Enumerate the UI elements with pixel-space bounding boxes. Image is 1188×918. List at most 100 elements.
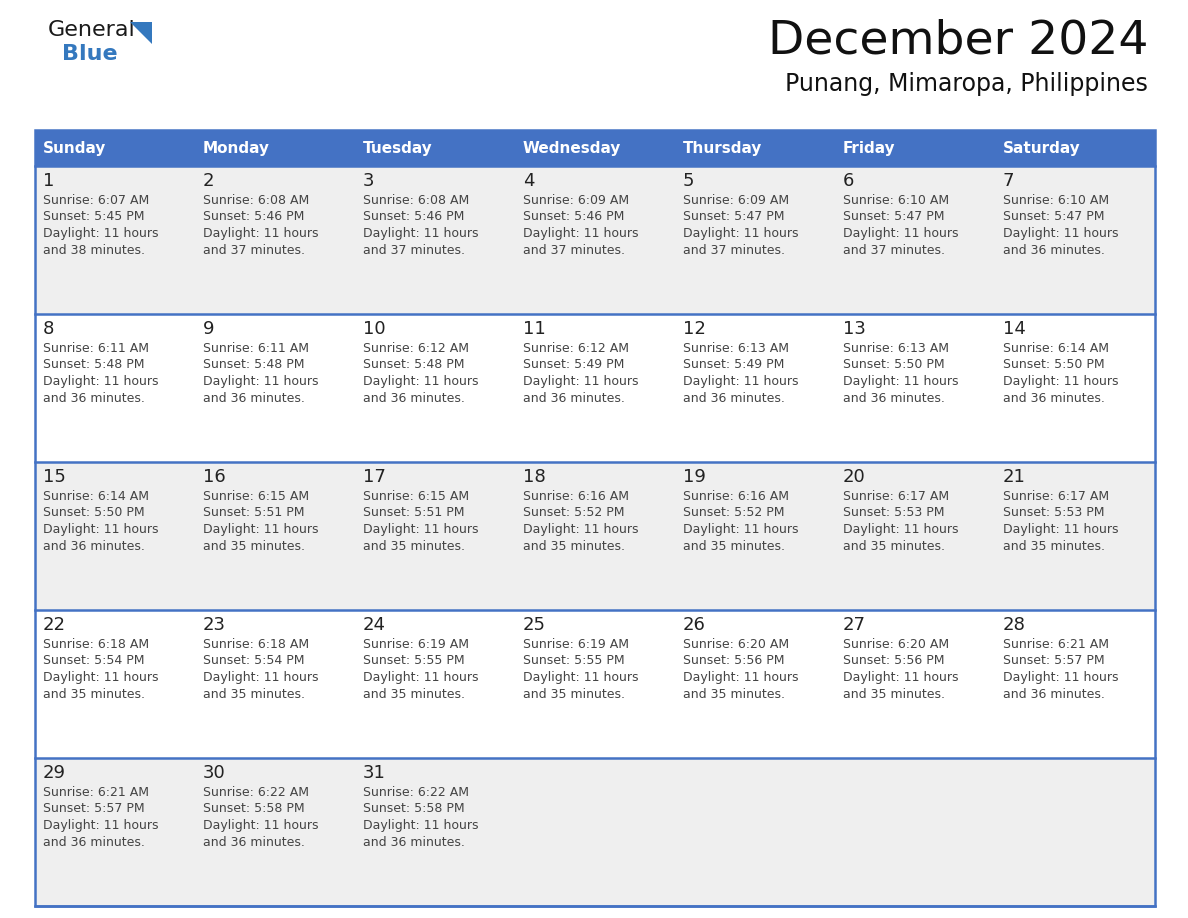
Text: and 35 minutes.: and 35 minutes. (683, 540, 785, 553)
Bar (34, 166, 1155, 314)
Text: and 35 minutes.: and 35 minutes. (523, 540, 625, 553)
Text: Sunset: 5:55 PM: Sunset: 5:55 PM (364, 655, 465, 667)
Text: Sunset: 5:58 PM: Sunset: 5:58 PM (364, 802, 465, 815)
Text: and 35 minutes.: and 35 minutes. (843, 540, 944, 553)
Text: Sunset: 5:57 PM: Sunset: 5:57 PM (43, 802, 145, 815)
Text: 7: 7 (1003, 172, 1015, 190)
Text: Sunset: 5:52 PM: Sunset: 5:52 PM (523, 507, 625, 520)
Text: 10: 10 (364, 320, 386, 338)
Text: 1: 1 (43, 172, 55, 190)
Text: and 37 minutes.: and 37 minutes. (364, 243, 465, 256)
Text: and 37 minutes.: and 37 minutes. (523, 243, 625, 256)
Text: Sunset: 5:45 PM: Sunset: 5:45 PM (43, 210, 145, 223)
Text: Sunset: 5:53 PM: Sunset: 5:53 PM (1003, 507, 1105, 520)
Text: Sunset: 5:49 PM: Sunset: 5:49 PM (683, 359, 784, 372)
Text: Daylight: 11 hours: Daylight: 11 hours (523, 227, 638, 240)
Text: 28: 28 (1003, 616, 1026, 634)
Text: Daylight: 11 hours: Daylight: 11 hours (1003, 523, 1118, 536)
Text: and 36 minutes.: and 36 minutes. (364, 835, 465, 848)
Text: Daylight: 11 hours: Daylight: 11 hours (203, 227, 318, 240)
Text: 12: 12 (683, 320, 706, 338)
Text: 6: 6 (843, 172, 854, 190)
Text: 27: 27 (843, 616, 866, 634)
Text: Saturday: Saturday (1003, 140, 1081, 155)
Text: Sunset: 5:48 PM: Sunset: 5:48 PM (364, 359, 465, 372)
Text: 3: 3 (364, 172, 374, 190)
Text: and 36 minutes.: and 36 minutes. (43, 391, 145, 405)
Text: 11: 11 (523, 320, 545, 338)
Text: Daylight: 11 hours: Daylight: 11 hours (843, 671, 959, 684)
Text: Daylight: 11 hours: Daylight: 11 hours (43, 227, 158, 240)
Text: and 35 minutes.: and 35 minutes. (203, 540, 305, 553)
Text: 24: 24 (364, 616, 386, 634)
Text: Sunset: 5:56 PM: Sunset: 5:56 PM (843, 655, 944, 667)
Text: Daylight: 11 hours: Daylight: 11 hours (203, 523, 318, 536)
Text: Sunrise: 6:18 AM: Sunrise: 6:18 AM (203, 638, 309, 651)
Text: Sunrise: 6:19 AM: Sunrise: 6:19 AM (364, 638, 469, 651)
Text: and 38 minutes.: and 38 minutes. (43, 243, 145, 256)
Text: Sunrise: 6:09 AM: Sunrise: 6:09 AM (523, 194, 630, 207)
Text: Daylight: 11 hours: Daylight: 11 hours (683, 375, 798, 388)
Text: and 36 minutes.: and 36 minutes. (364, 391, 465, 405)
Text: 14: 14 (1003, 320, 1026, 338)
Text: and 35 minutes.: and 35 minutes. (843, 688, 944, 700)
Text: Sunset: 5:47 PM: Sunset: 5:47 PM (683, 210, 784, 223)
Text: and 36 minutes.: and 36 minutes. (1003, 391, 1105, 405)
Text: Punang, Mimaropa, Philippines: Punang, Mimaropa, Philippines (785, 72, 1148, 96)
Text: Daylight: 11 hours: Daylight: 11 hours (683, 523, 798, 536)
Text: 30: 30 (203, 764, 226, 782)
Text: Sunset: 5:50 PM: Sunset: 5:50 PM (843, 359, 944, 372)
Text: Sunrise: 6:12 AM: Sunrise: 6:12 AM (364, 342, 469, 355)
Bar (34, 130, 1155, 166)
Text: Sunrise: 6:10 AM: Sunrise: 6:10 AM (1003, 194, 1110, 207)
Text: Sunrise: 6:15 AM: Sunrise: 6:15 AM (364, 490, 469, 503)
Text: Sunset: 5:51 PM: Sunset: 5:51 PM (203, 507, 304, 520)
Text: Daylight: 11 hours: Daylight: 11 hours (203, 671, 318, 684)
Text: Sunset: 5:50 PM: Sunset: 5:50 PM (1003, 359, 1105, 372)
Text: Daylight: 11 hours: Daylight: 11 hours (43, 819, 158, 832)
Text: Sunset: 5:46 PM: Sunset: 5:46 PM (523, 210, 625, 223)
Text: Sunrise: 6:19 AM: Sunrise: 6:19 AM (523, 638, 628, 651)
Text: Daylight: 11 hours: Daylight: 11 hours (364, 375, 479, 388)
Text: and 36 minutes.: and 36 minutes. (1003, 243, 1105, 256)
Text: Daylight: 11 hours: Daylight: 11 hours (43, 375, 158, 388)
Text: Sunrise: 6:21 AM: Sunrise: 6:21 AM (1003, 638, 1110, 651)
Text: Blue: Blue (62, 44, 118, 64)
Text: Daylight: 11 hours: Daylight: 11 hours (203, 819, 318, 832)
Text: Sunrise: 6:07 AM: Sunrise: 6:07 AM (43, 194, 150, 207)
Text: and 36 minutes.: and 36 minutes. (523, 391, 625, 405)
Text: Sunrise: 6:11 AM: Sunrise: 6:11 AM (203, 342, 309, 355)
Text: Sunrise: 6:13 AM: Sunrise: 6:13 AM (843, 342, 949, 355)
Text: Friday: Friday (843, 140, 896, 155)
Text: Daylight: 11 hours: Daylight: 11 hours (843, 375, 959, 388)
Text: Daylight: 11 hours: Daylight: 11 hours (364, 523, 479, 536)
Text: Tuesday: Tuesday (364, 140, 432, 155)
Text: Sunset: 5:55 PM: Sunset: 5:55 PM (523, 655, 625, 667)
Text: Sunrise: 6:08 AM: Sunrise: 6:08 AM (203, 194, 309, 207)
Text: and 36 minutes.: and 36 minutes. (203, 391, 305, 405)
Text: and 37 minutes.: and 37 minutes. (843, 243, 944, 256)
Text: Sunrise: 6:20 AM: Sunrise: 6:20 AM (683, 638, 789, 651)
Text: 17: 17 (364, 468, 386, 486)
Text: and 36 minutes.: and 36 minutes. (843, 391, 944, 405)
Text: Daylight: 11 hours: Daylight: 11 hours (1003, 375, 1118, 388)
Text: and 36 minutes.: and 36 minutes. (43, 835, 145, 848)
Text: Sunset: 5:57 PM: Sunset: 5:57 PM (1003, 655, 1105, 667)
Text: Sunset: 5:50 PM: Sunset: 5:50 PM (43, 507, 145, 520)
Text: Daylight: 11 hours: Daylight: 11 hours (1003, 671, 1118, 684)
Text: 22: 22 (43, 616, 67, 634)
Text: 25: 25 (523, 616, 546, 634)
Text: Wednesday: Wednesday (523, 140, 621, 155)
Bar (34, 314, 1155, 462)
Text: 26: 26 (683, 616, 706, 634)
Text: Sunset: 5:51 PM: Sunset: 5:51 PM (364, 507, 465, 520)
Text: Sunrise: 6:21 AM: Sunrise: 6:21 AM (43, 786, 148, 799)
Text: Sunrise: 6:20 AM: Sunrise: 6:20 AM (843, 638, 949, 651)
Text: and 36 minutes.: and 36 minutes. (203, 835, 305, 848)
Polygon shape (129, 22, 152, 44)
Text: Sunrise: 6:10 AM: Sunrise: 6:10 AM (843, 194, 949, 207)
Text: Sunset: 5:48 PM: Sunset: 5:48 PM (43, 359, 145, 372)
Text: 20: 20 (843, 468, 866, 486)
Text: Daylight: 11 hours: Daylight: 11 hours (364, 671, 479, 684)
Text: Sunrise: 6:15 AM: Sunrise: 6:15 AM (203, 490, 309, 503)
